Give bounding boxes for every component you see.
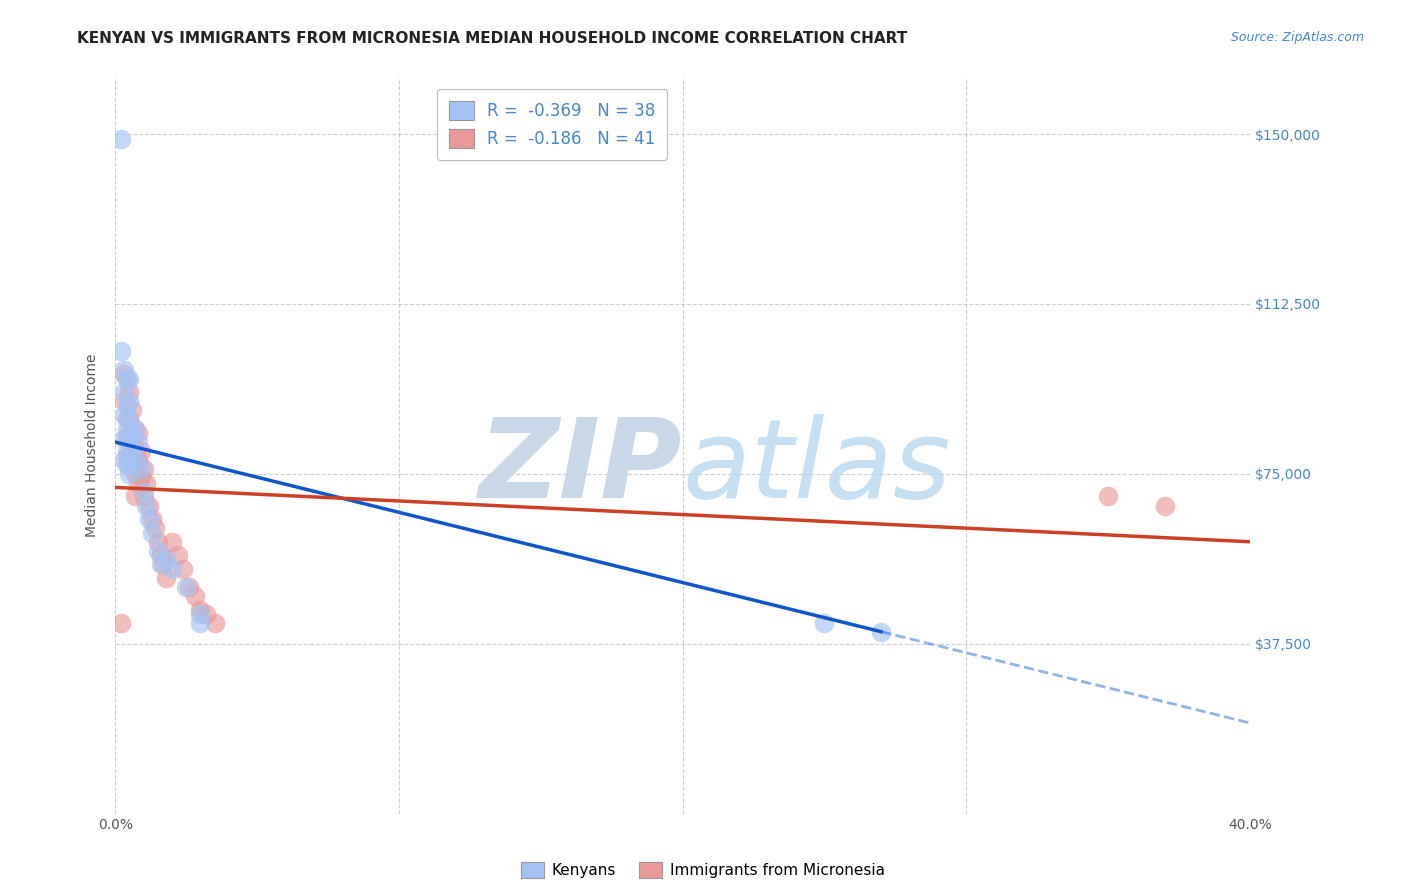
Point	[138, 512, 160, 526]
Point	[118, 431, 141, 445]
Point	[118, 431, 141, 445]
Point	[118, 449, 141, 463]
Point	[121, 425, 143, 440]
Point	[118, 458, 141, 472]
Point	[110, 616, 132, 631]
Point	[115, 412, 138, 426]
Point	[132, 484, 155, 499]
Point	[190, 616, 212, 631]
Point	[118, 385, 141, 400]
Point	[110, 131, 132, 145]
Text: ZIP: ZIP	[479, 414, 682, 521]
Point	[129, 462, 152, 476]
Legend: Kenyans, Immigrants from Micronesia: Kenyans, Immigrants from Micronesia	[515, 856, 891, 884]
Point	[132, 490, 155, 504]
Point	[155, 553, 177, 567]
Point	[129, 471, 152, 485]
Point	[115, 444, 138, 458]
Point	[112, 408, 135, 422]
Point	[160, 534, 183, 549]
Point	[166, 549, 188, 563]
Point	[124, 490, 146, 504]
Point	[112, 385, 135, 400]
Point	[190, 607, 212, 622]
Point	[870, 625, 893, 640]
Point	[149, 549, 172, 563]
Legend: R =  -0.369   N = 38, R =  -0.186   N = 41: R = -0.369 N = 38, R = -0.186 N = 41	[437, 89, 666, 160]
Point	[124, 421, 146, 435]
Point	[177, 580, 200, 594]
Point	[112, 362, 135, 376]
Point	[118, 412, 141, 426]
Point	[129, 444, 152, 458]
Point	[141, 512, 163, 526]
Point	[813, 616, 835, 631]
Point	[115, 372, 138, 386]
Point	[124, 467, 146, 481]
Point	[143, 521, 166, 535]
Point	[115, 449, 138, 463]
Point	[115, 399, 138, 413]
Point	[172, 562, 194, 576]
Point	[115, 458, 138, 472]
Point	[118, 412, 141, 426]
Text: KENYAN VS IMMIGRANTS FROM MICRONESIA MEDIAN HOUSEHOLD INCOME CORRELATION CHART: KENYAN VS IMMIGRANTS FROM MICRONESIA MED…	[77, 31, 908, 46]
Point	[121, 403, 143, 417]
Point	[118, 467, 141, 481]
Point	[124, 444, 146, 458]
Point	[127, 435, 149, 450]
Point	[1097, 490, 1119, 504]
Point	[112, 453, 135, 467]
Point	[115, 421, 138, 435]
Point	[112, 394, 135, 409]
Point	[124, 453, 146, 467]
Point	[121, 431, 143, 445]
Point	[141, 525, 163, 540]
Point	[118, 394, 141, 409]
Point	[146, 534, 169, 549]
Point	[118, 372, 141, 386]
Point	[124, 421, 146, 435]
Point	[149, 558, 172, 572]
Y-axis label: Median Household Income: Median Household Income	[86, 354, 100, 537]
Point	[127, 475, 149, 490]
Point	[152, 558, 174, 572]
Point	[138, 499, 160, 513]
Text: Source: ZipAtlas.com: Source: ZipAtlas.com	[1230, 31, 1364, 45]
Point	[204, 616, 226, 631]
Point	[132, 462, 155, 476]
Point	[121, 453, 143, 467]
Point	[135, 475, 157, 490]
Point	[183, 589, 205, 603]
Point	[127, 453, 149, 467]
Point	[112, 367, 135, 381]
Point	[190, 603, 212, 617]
Point	[110, 344, 132, 359]
Point	[160, 562, 183, 576]
Text: atlas: atlas	[682, 414, 952, 521]
Point	[1153, 499, 1175, 513]
Point	[174, 580, 197, 594]
Point	[112, 431, 135, 445]
Point	[146, 543, 169, 558]
Point	[127, 425, 149, 440]
Point	[121, 444, 143, 458]
Point	[135, 499, 157, 513]
Point	[115, 431, 138, 445]
Point	[155, 571, 177, 585]
Point	[195, 607, 218, 622]
